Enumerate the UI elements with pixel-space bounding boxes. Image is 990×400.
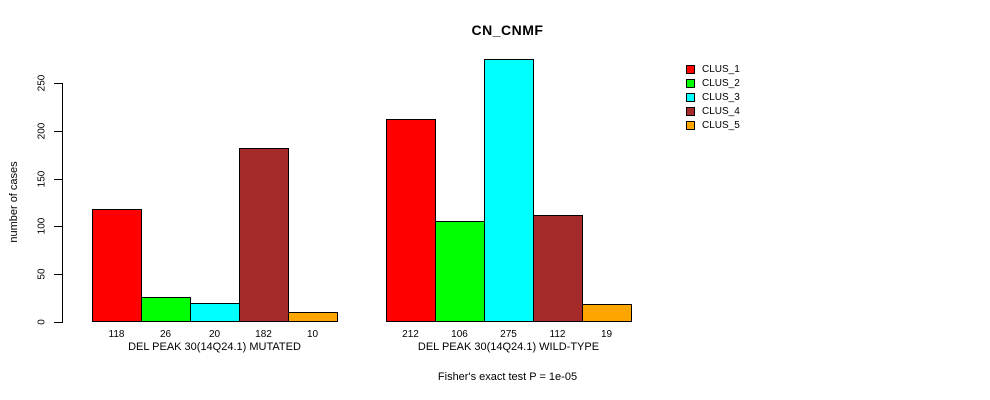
legend-swatch-CLUS_1 — [686, 65, 695, 74]
legend: CLUS_1 CLUS_2 CLUS_3 CLUS_4 CLUS_5 — [686, 64, 740, 131]
legend-item-CLUS_2: CLUS_2 — [686, 78, 740, 89]
bar-value-label: 106 — [451, 329, 468, 340]
y-tick-label: 100 — [36, 217, 48, 235]
bar-value-label: 212 — [402, 329, 419, 340]
bar-CLUS_5-group-2 — [582, 304, 632, 322]
bar-CLUS_2-group-2 — [435, 221, 485, 322]
group-label: DEL PEAK 30(14Q24.1) MUTATED — [128, 341, 301, 353]
bar-value-label: 26 — [159, 329, 172, 340]
bar-CLUS_2-group-1 — [141, 297, 191, 322]
legend-swatch-CLUS_3 — [686, 93, 695, 102]
y-tick — [54, 131, 62, 132]
legend-item-CLUS_4: CLUS_4 — [686, 106, 740, 117]
legend-item-CLUS_3: CLUS_3 — [686, 92, 740, 103]
legend-label: CLUS_2 — [702, 78, 740, 89]
bar-CLUS_4-group-1 — [239, 148, 289, 322]
chart-title: CN_CNMF — [471, 22, 544, 38]
legend-label: CLUS_5 — [702, 120, 740, 131]
legend-label: CLUS_3 — [702, 92, 740, 103]
legend-label: CLUS_1 — [702, 64, 740, 75]
bar-CLUS_1-group-2 — [386, 119, 436, 322]
y-tick — [54, 179, 62, 180]
legend-label: CLUS_4 — [702, 106, 740, 117]
bar-CLUS_4-group-2 — [533, 215, 583, 322]
bar-CLUS_1-group-1 — [92, 209, 142, 322]
bar-CLUS_5-group-1 — [288, 312, 338, 322]
y-tick — [54, 83, 62, 84]
bar-CLUS_3-group-1 — [190, 303, 240, 322]
group-label: DEL PEAK 30(14Q24.1) WILD-TYPE — [417, 341, 600, 353]
bar-value-label: 10 — [306, 329, 319, 340]
legend-swatch-CLUS_4 — [686, 107, 695, 116]
y-tick-label: 150 — [36, 170, 48, 188]
y-tick — [54, 226, 62, 227]
legend-swatch-CLUS_2 — [686, 79, 695, 88]
bar-value-label: 19 — [600, 329, 613, 340]
y-tick-label: 200 — [36, 122, 48, 140]
y-axis-title: number of cases — [8, 161, 20, 243]
bar-value-label: 182 — [255, 329, 272, 340]
y-tick — [54, 274, 62, 275]
y-tick-label: 250 — [36, 74, 48, 92]
bar-CLUS_3-group-2 — [484, 59, 534, 322]
bar-value-label: 118 — [108, 329, 125, 340]
legend-item-CLUS_5: CLUS_5 — [686, 120, 740, 131]
y-tick-label: 50 — [36, 268, 48, 280]
fisher-test-annotation: Fisher's exact test P = 1e-05 — [437, 371, 578, 383]
bar-value-label: 20 — [208, 329, 221, 340]
y-tick-label: 0 — [36, 319, 48, 325]
bar-value-label: 275 — [500, 329, 517, 340]
y-axis-line — [62, 83, 63, 323]
legend-swatch-CLUS_5 — [686, 121, 695, 130]
y-tick — [54, 322, 62, 323]
bar-value-label: 112 — [549, 329, 566, 340]
legend-item-CLUS_1: CLUS_1 — [686, 64, 740, 75]
